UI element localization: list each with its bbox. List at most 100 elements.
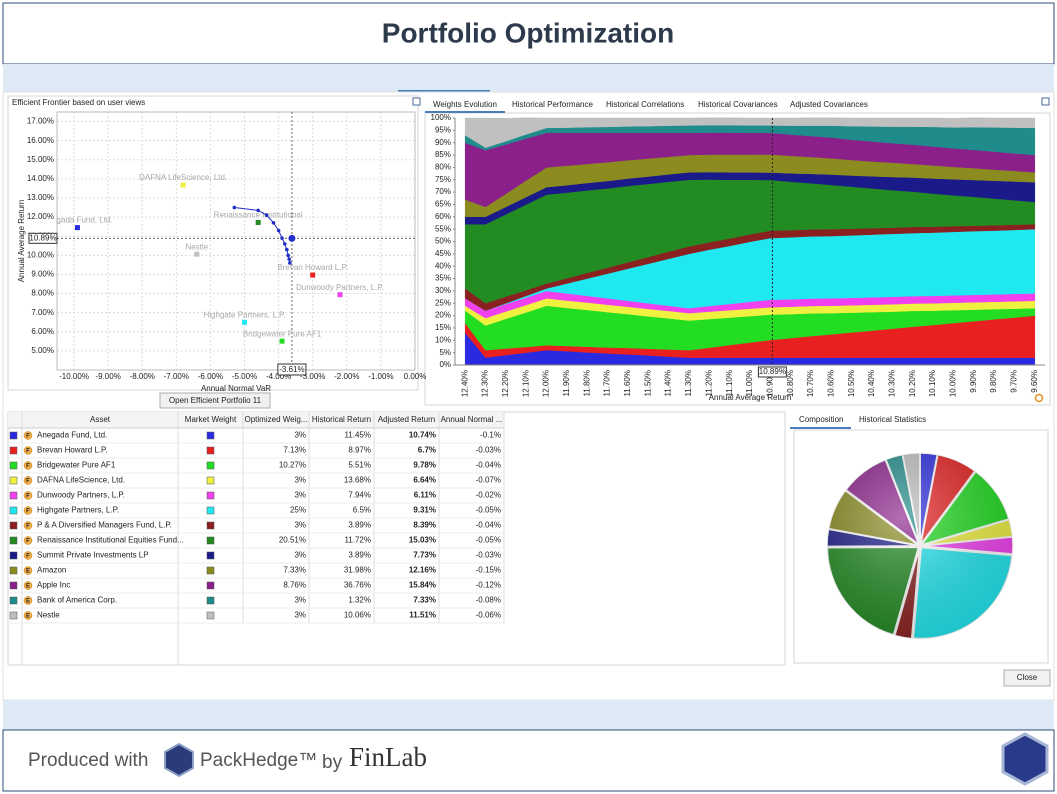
tab[interactable]: Historical Correlations: [606, 100, 684, 109]
market-weight-swatch: [206, 581, 215, 590]
y-tick-label: 17.00%: [27, 117, 54, 126]
y-tick-label: 55%: [435, 224, 451, 233]
column-header[interactable]: Market Weight: [185, 415, 237, 424]
y-axis-label: Annual Average Return: [17, 200, 26, 283]
asset-name: Brevan Howard L.P.: [37, 446, 108, 455]
band: [3, 64, 1054, 92]
plot-area: Anegada Fund, Ltd. DAFNA LifeScience, Ltd…: [57, 112, 415, 370]
market-weight-swatch: [206, 551, 215, 560]
x-axis-label: Annual Normal VaR: [201, 384, 271, 393]
table-cell: 3%: [294, 476, 306, 485]
asset-type-icon: [23, 596, 33, 605]
x-tick-label: 12.20%: [501, 370, 510, 397]
column-header[interactable]: Asset: [90, 415, 111, 424]
tab[interactable]: Historical Performance: [512, 100, 593, 109]
footer-by: by: [322, 752, 343, 773]
row-color: [9, 536, 18, 545]
asset-point: [74, 225, 80, 231]
tab[interactable]: Composition: [799, 415, 843, 424]
asset-point: [337, 292, 343, 298]
market-weight-swatch: [206, 536, 215, 545]
table-cell: -0.06%: [476, 611, 501, 620]
asset-type-icon: [23, 431, 33, 440]
tab[interactable]: Historical Statistics: [859, 415, 926, 424]
column-header[interactable]: Historical Return: [312, 415, 371, 424]
x-tick-label: -4.00%: [266, 372, 291, 381]
y-tick-label: 95%: [435, 125, 451, 134]
x-tick-label: 10.90%: [765, 370, 774, 397]
row-color: [9, 596, 18, 605]
asset-type-letter: F: [26, 464, 30, 470]
asset-type-letter: F: [26, 524, 30, 530]
chart-title: Efficient Frontier based on user views: [12, 98, 145, 107]
table-cell: 36.76%: [344, 581, 371, 590]
asset-name: Amazon: [37, 566, 66, 575]
x-tick-label: 10.60%: [826, 370, 835, 397]
selected-tab-underline: [425, 111, 505, 113]
x-axis-label: Annual Average Return: [709, 393, 792, 402]
y-tick-label: 85%: [435, 150, 451, 159]
asset-type-letter: F: [26, 494, 30, 500]
frontier-point: [256, 208, 260, 213]
row-color: [9, 551, 18, 560]
x-tick-label: 9.90%: [969, 370, 978, 393]
maximize-icon[interactable]: [412, 97, 421, 106]
selection-y-label: 10.89%: [29, 233, 56, 242]
settings-icon[interactable]: [1034, 393, 1044, 403]
table-cell: 8.39%: [413, 521, 436, 530]
tab[interactable]: Weights Evolution: [433, 100, 497, 109]
table-cell: 6.64%: [413, 476, 436, 485]
page-title: Portfolio Optimization: [382, 17, 674, 48]
table-cell: 3.89%: [348, 551, 371, 560]
asset-type-letter: E: [26, 599, 30, 605]
table-cell: -0.1%: [480, 431, 501, 440]
y-tick-label: 5%: [439, 348, 451, 357]
asset-type-letter: F: [26, 479, 30, 485]
asset-type-letter: F: [26, 509, 30, 515]
x-tick-label: 9.60%: [1030, 370, 1039, 393]
tab[interactable]: Adjusted Covariances: [790, 100, 868, 109]
column-header[interactable]: Optimized Weig...: [245, 415, 308, 424]
asset-type-icon: [23, 446, 33, 455]
footer-brand: PackHedge™: [200, 750, 317, 771]
table-cell: 7.94%: [348, 491, 371, 500]
frontier-point: [264, 213, 269, 217]
table-cell: 11.51%: [409, 611, 436, 620]
x-tick-label: 9.70%: [1010, 370, 1019, 393]
x-tick-label: -10.00%: [59, 372, 89, 381]
selection-x-label: -3.61%: [279, 365, 304, 374]
asset-name: DAFNA LifeScience, Ltd.: [37, 476, 125, 485]
tab[interactable]: Historical Covariances: [698, 100, 778, 109]
column-header[interactable]: Annual Normal ...: [441, 415, 503, 424]
selected-tab-underline: [790, 427, 851, 429]
header-box: [2, 2, 1055, 65]
open-portfolio-button[interactable]: [159, 392, 271, 409]
close-button[interactable]: [1003, 669, 1051, 687]
market-weight-swatch: [206, 521, 215, 530]
maximize-icon[interactable]: [1041, 97, 1050, 106]
table-cell: 25%: [290, 506, 306, 515]
frontier-point: [282, 242, 287, 246]
table-cell: -0.02%: [476, 491, 501, 500]
x-tick-label: 11.50%: [643, 370, 652, 397]
row-color: [9, 506, 18, 515]
asset-type-icon: [23, 536, 33, 545]
y-tick-label: 70%: [435, 187, 451, 196]
x-tick-label: 10.10%: [928, 370, 937, 397]
asset-type-letter: F: [26, 554, 30, 560]
table-header-bg: [8, 412, 504, 428]
y-tick-label: 10.00%: [27, 250, 54, 259]
row-color: [9, 566, 18, 575]
y-tick-label: 5.00%: [31, 346, 54, 355]
x-tick-label: -9.00%: [95, 372, 120, 381]
y-tick-label: 75%: [435, 175, 451, 184]
column-header[interactable]: Adjusted Return: [378, 415, 435, 424]
market-weight-swatch: [206, 446, 215, 455]
close-label[interactable]: Close: [1017, 673, 1038, 682]
x-tick-label: 9.80%: [989, 370, 998, 393]
table-cell: 9.78%: [413, 461, 436, 470]
table-cell: 7.33%: [413, 596, 436, 605]
open-portfolio-label[interactable]: Open Efficient Portfolio 11: [169, 396, 262, 405]
table-cell: 7.73%: [413, 551, 436, 560]
x-tick-label: 11.60%: [623, 370, 632, 397]
